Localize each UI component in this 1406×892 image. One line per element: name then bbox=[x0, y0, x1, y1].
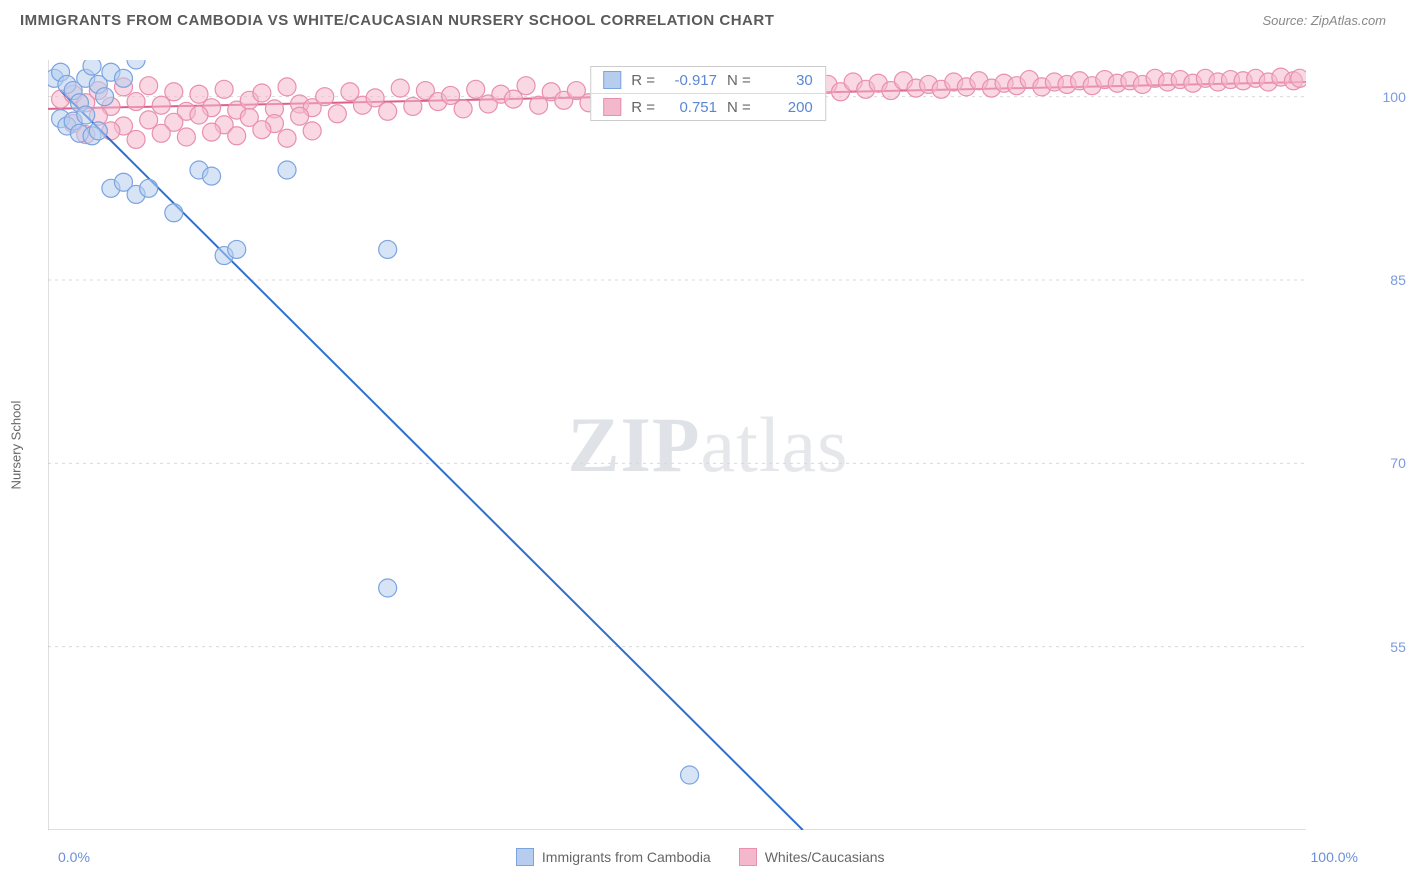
y-axis-label: Nursery School bbox=[9, 401, 24, 490]
x-axis-max-label: 100.0% bbox=[1311, 849, 1358, 865]
page-title: IMMIGRANTS FROM CAMBODIA VS WHITE/CAUCAS… bbox=[20, 12, 774, 29]
stats-r-label: R = bbox=[631, 99, 655, 116]
swatch-series2 bbox=[603, 98, 621, 116]
stats-row-series2: R = 0.751 N = 200 bbox=[591, 94, 825, 120]
y-tick-label: 100.0% bbox=[1383, 89, 1406, 105]
stats-r-value-2: 0.751 bbox=[665, 99, 717, 116]
series-legend: Immigrants from Cambodia Whites/Caucasia… bbox=[516, 848, 885, 866]
stats-r-label: R = bbox=[631, 72, 655, 89]
stats-r-value-1: -0.917 bbox=[665, 72, 717, 89]
x-axis-min-label: 0.0% bbox=[58, 849, 90, 865]
legend-item-series1: Immigrants from Cambodia bbox=[516, 848, 711, 866]
stats-legend-box: R = -0.917 N = 30 R = 0.751 N = 200 bbox=[590, 66, 826, 121]
legend-item-series2: Whites/Caucasians bbox=[739, 848, 885, 866]
stats-n-label: N = bbox=[727, 99, 751, 116]
stats-n-value-2: 200 bbox=[761, 99, 813, 116]
source-attribution: Source: ZipAtlas.com bbox=[1262, 13, 1386, 28]
stats-row-series1: R = -0.917 N = 30 bbox=[591, 67, 825, 94]
stats-n-value-1: 30 bbox=[761, 72, 813, 89]
scatter-chart bbox=[48, 60, 1306, 830]
legend-label-1: Immigrants from Cambodia bbox=[542, 849, 711, 865]
legend-swatch-1 bbox=[516, 848, 534, 866]
legend-label-2: Whites/Caucasians bbox=[765, 849, 885, 865]
swatch-series1 bbox=[603, 71, 621, 89]
stats-n-label: N = bbox=[727, 72, 751, 89]
y-tick-label: 70.0% bbox=[1390, 455, 1406, 471]
title-bar: IMMIGRANTS FROM CAMBODIA VS WHITE/CAUCAS… bbox=[0, 0, 1406, 37]
legend-swatch-2 bbox=[739, 848, 757, 866]
chart-area: Nursery School ZIPatlas R = -0.917 N = 3… bbox=[48, 60, 1368, 830]
y-tick-label: 55.0% bbox=[1390, 639, 1406, 655]
bottom-axis-legend: 0.0% Immigrants from Cambodia Whites/Cau… bbox=[48, 848, 1368, 866]
y-tick-label: 85.0% bbox=[1390, 272, 1406, 288]
